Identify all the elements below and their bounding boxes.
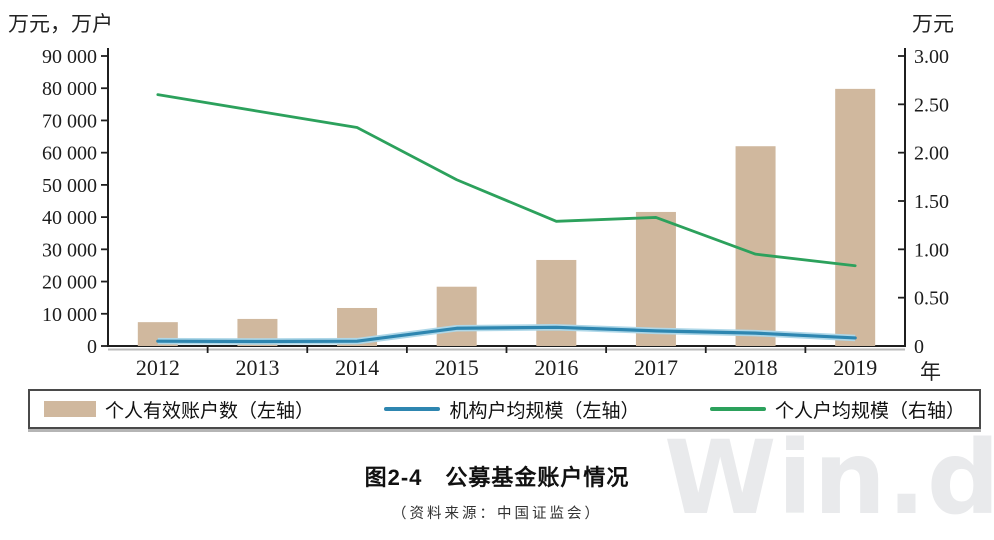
x-axis-year-label: 2019: [833, 355, 877, 380]
green-line-swatch: [709, 407, 766, 411]
bar-individual-accounts: [735, 146, 776, 346]
right-axis-tick-label: 1.00: [914, 239, 949, 261]
bar-individual-accounts: [835, 88, 876, 346]
legend-label: 个人户均规模（右轴）: [774, 400, 965, 422]
bar-individual-accounts: [635, 211, 676, 346]
left-axis-tick-label: 60 000: [42, 143, 97, 165]
right-axis-unit-label: 万元: [912, 12, 954, 36]
left-axis-tick-label: 0: [87, 336, 97, 358]
figure-source: （资料来源：中国证监会）: [392, 506, 602, 522]
left-axis-tick-label: 20 000: [42, 272, 97, 294]
left-axis-tick-label: 30 000: [42, 239, 97, 261]
left-axis-tick-label: 50 000: [42, 175, 97, 197]
legend-label: 机构户均规模（左轴）: [449, 400, 640, 422]
left-axis-tick-label: 40 000: [42, 207, 97, 229]
bar-swatch: [44, 401, 96, 417]
figure-title: 图2-4 公募基金账户情况: [364, 465, 630, 490]
x-axis-year-label: 2015: [435, 355, 479, 380]
x-axis-unit-label: 年: [920, 360, 941, 384]
x-axis-year-label: 2014: [335, 355, 379, 380]
legend-item-institution-avg-size: 机构户均规模（左轴）: [384, 396, 640, 423]
left-axis-tick-label: 90 000: [42, 46, 97, 68]
right-axis-tick-label: 2.00: [914, 143, 949, 165]
x-axis-year-label: 2016: [534, 355, 578, 380]
x-axis-year-label: 2017: [634, 355, 678, 380]
left-axis-tick-label: 80 000: [42, 78, 97, 100]
x-axis-year-label: 2013: [235, 355, 279, 380]
x-axis-year-label: 2012: [136, 355, 180, 380]
line-series-institution-avg: [156, 325, 857, 344]
legend-label: 个人有效账户数（左轴）: [105, 400, 315, 422]
blue-line-swatch: [384, 407, 441, 411]
x-axis-year-label: 2018: [734, 355, 778, 380]
right-axis-tick-label: 0.50: [914, 288, 949, 310]
right-axis-tick-label: 1.50: [914, 191, 949, 213]
bar-individual-accounts: [436, 286, 477, 346]
line-series-individual-avg: [156, 93, 857, 268]
left-axis-tick-label: 10 000: [42, 304, 97, 326]
legend-item-individual-accounts: 个人有效账户数（左轴）: [44, 396, 314, 423]
legend-item-individual-avg-size: 个人户均规模（右轴）: [709, 396, 965, 423]
left-axis-unit-label: 万元，万户: [8, 12, 113, 36]
legend: 个人有效账户数（左轴） 机构户均规模（左轴） 个人户均规模（右轴）: [28, 389, 981, 429]
right-axis-tick-label: 3.00: [914, 46, 949, 68]
left-axis-tick-label: 70 000: [42, 110, 97, 132]
figure-caption: 图2-4 公募基金账户情况 （资料来源：中国证监会）: [0, 460, 994, 523]
right-axis-tick-label: 0: [914, 336, 924, 358]
bar-individual-accounts: [536, 259, 577, 346]
right-axis-tick-label: 2.50: [914, 94, 949, 116]
wind-watermark: Win.d: [664, 419, 994, 538]
